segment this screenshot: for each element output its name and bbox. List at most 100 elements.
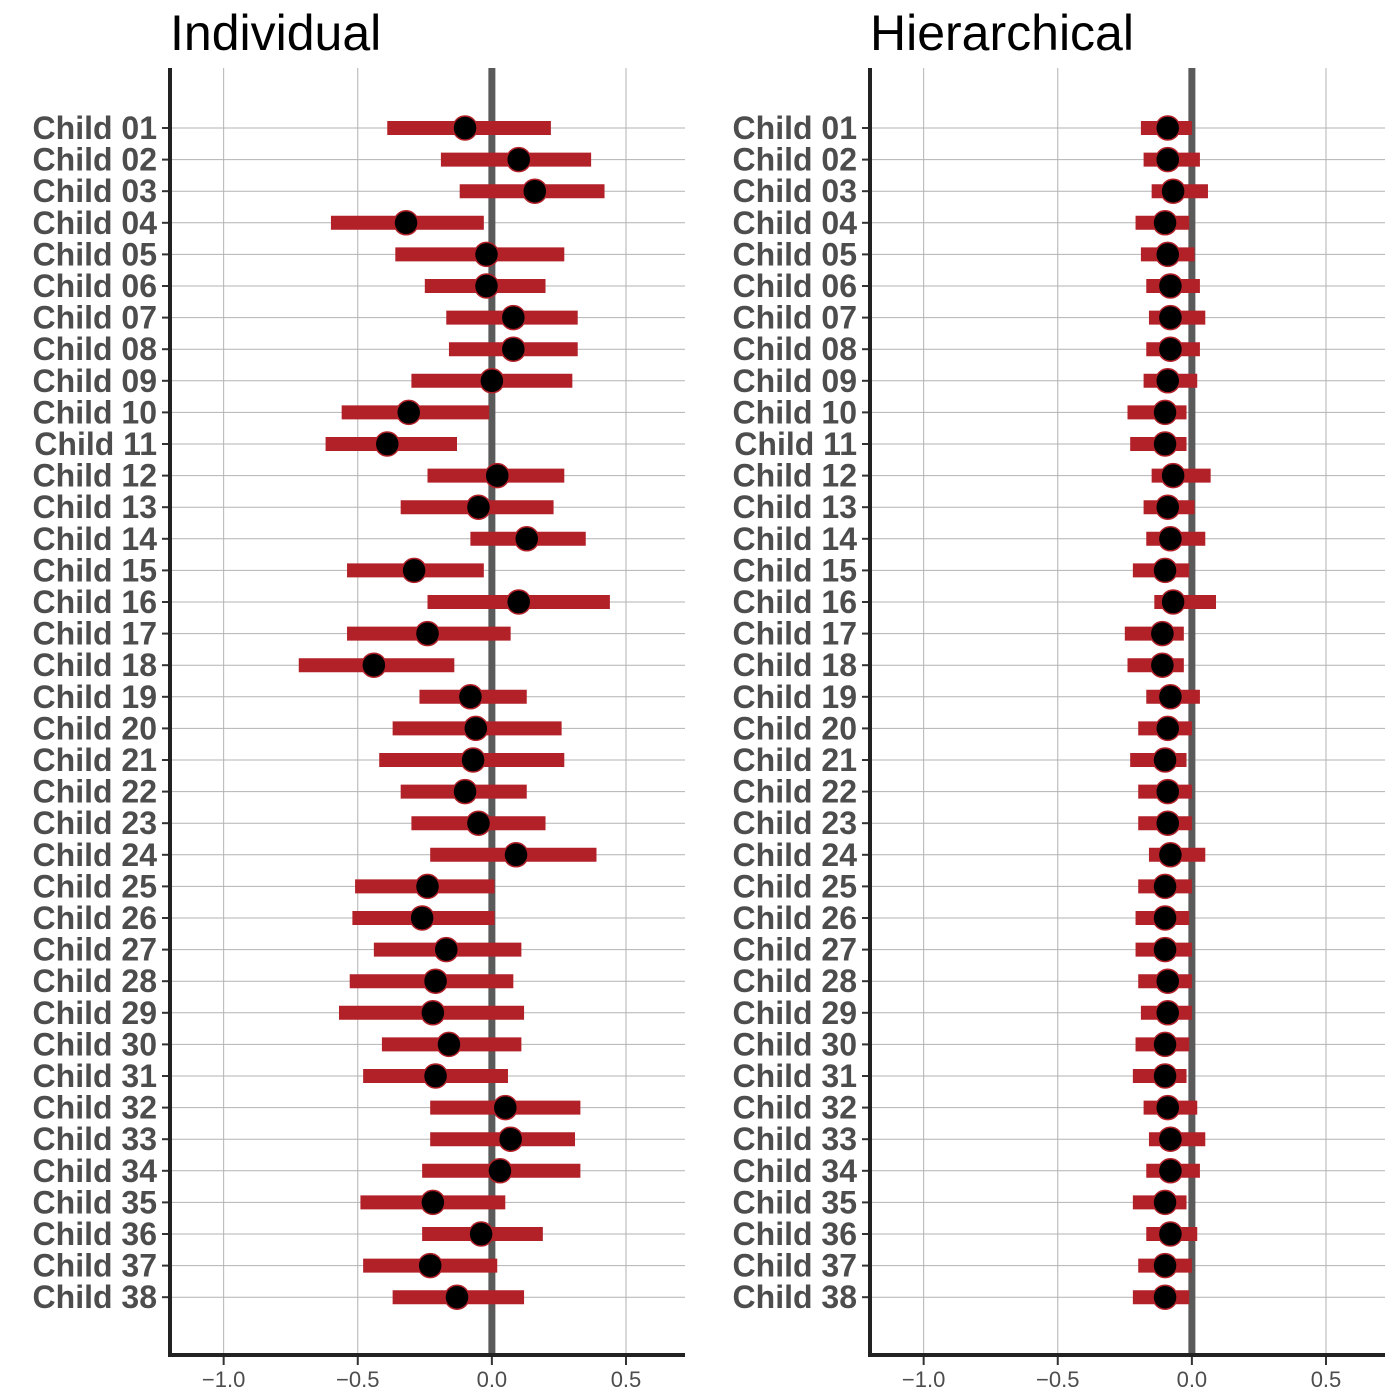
y-label-14: Child 14 <box>733 521 858 557</box>
y-label-20: Child 20 <box>733 710 857 746</box>
y-label-16: Child 16 <box>733 584 857 620</box>
gridlines-hierarchical <box>870 68 1385 1355</box>
point-hierarchical-17 <box>1149 620 1176 647</box>
y-label-33: Child 33 <box>33 1121 157 1157</box>
point-hierarchical-11 <box>1152 431 1178 457</box>
point-hierarchical-1 <box>1154 115 1181 141</box>
y-label-3: Child 03 <box>33 173 157 209</box>
point-individual-33 <box>497 1126 524 1152</box>
point-hierarchical-26 <box>1152 905 1178 931</box>
point-individual-15 <box>401 557 427 584</box>
point-hierarchical-4 <box>1152 210 1178 236</box>
point-individual-20 <box>463 715 489 742</box>
panel-title-individual: Individual <box>170 5 381 61</box>
y-label-36: Child 36 <box>33 1216 157 1252</box>
point-hierarchical-20 <box>1154 715 1181 742</box>
y-label-18: Child 18 <box>33 647 157 683</box>
y-label-37: Child 37 <box>733 1248 857 1284</box>
y-label-7: Child 07 <box>33 300 157 336</box>
point-individual-18 <box>361 652 387 678</box>
point-hierarchical-30 <box>1152 1031 1178 1058</box>
point-individual-16 <box>505 589 532 615</box>
point-individual-9 <box>479 368 505 394</box>
point-hierarchical-37 <box>1152 1252 1178 1279</box>
point-hierarchical-27 <box>1152 936 1178 963</box>
point-individual-35 <box>420 1189 446 1216</box>
point-hierarchical-7 <box>1157 304 1184 331</box>
y-label-31: Child 31 <box>33 1058 157 1094</box>
panel-title-hierarchical: Hierarchical <box>870 5 1134 61</box>
y-label-20: Child 20 <box>33 710 157 746</box>
y-label-2: Child 02 <box>733 142 857 178</box>
y-label-25: Child 25 <box>733 868 857 904</box>
point-hierarchical-36 <box>1157 1221 1184 1247</box>
y-label-11: Child 11 <box>34 426 157 462</box>
point-individual-29 <box>420 1000 446 1026</box>
point-hierarchical-35 <box>1152 1189 1178 1216</box>
point-individual-1 <box>452 115 478 141</box>
point-individual-37 <box>417 1252 443 1279</box>
y-label-4: Child 04 <box>733 205 858 241</box>
point-individual-8 <box>500 336 527 362</box>
points-hierarchical <box>1149 115 1186 1310</box>
y-label-1: Child 01 <box>33 110 157 146</box>
x-tick-label-1: −0.5 <box>336 1367 379 1392</box>
y-label-28: Child 28 <box>33 963 157 999</box>
point-hierarchical-31 <box>1152 1063 1178 1089</box>
y-label-31: Child 31 <box>733 1058 857 1094</box>
x-tick-label-2: 0.0 <box>1177 1367 1208 1392</box>
y-label-30: Child 30 <box>733 1026 857 1062</box>
x-ticks-hierarchical: −1.0 −0.5 0.0 0.5 <box>902 1357 1341 1392</box>
point-individual-14 <box>513 526 540 552</box>
point-hierarchical-33 <box>1157 1126 1184 1152</box>
point-individual-19 <box>457 684 484 710</box>
point-hierarchical-10 <box>1152 399 1178 426</box>
y-label-17: Child 17 <box>33 616 157 652</box>
point-hierarchical-28 <box>1154 968 1181 994</box>
y-label-33: Child 33 <box>733 1121 857 1157</box>
x-tick-label-0: −1.0 <box>902 1367 945 1392</box>
point-individual-27 <box>433 936 460 963</box>
point-individual-25 <box>414 873 441 900</box>
point-hierarchical-24 <box>1157 842 1184 868</box>
point-individual-13 <box>465 494 492 520</box>
y-label-32: Child 32 <box>33 1090 157 1126</box>
x-ticks-individual: −1.0 −0.5 0.0 0.5 <box>202 1357 641 1392</box>
y-label-1: Child 01 <box>733 110 857 146</box>
y-label-29: Child 29 <box>33 995 157 1031</box>
point-hierarchical-2 <box>1154 146 1181 173</box>
y-label-2: Child 02 <box>33 142 157 178</box>
y-label-18: Child 18 <box>733 647 857 683</box>
point-hierarchical-3 <box>1160 178 1186 204</box>
y-label-29: Child 29 <box>733 995 857 1031</box>
y-label-21: Child 21 <box>33 742 157 778</box>
x-tick-label-0: −1.0 <box>202 1367 245 1392</box>
y-label-32: Child 32 <box>733 1090 857 1126</box>
point-individual-17 <box>414 620 441 647</box>
point-hierarchical-32 <box>1154 1094 1181 1121</box>
x-tick-label-3: 0.5 <box>1311 1367 1342 1392</box>
y-label-6: Child 06 <box>733 268 857 304</box>
point-individual-26 <box>409 905 435 931</box>
y-label-13: Child 13 <box>733 489 857 525</box>
point-individual-12 <box>484 462 510 489</box>
y-label-4: Child 04 <box>33 205 158 241</box>
y-label-26: Child 26 <box>733 900 857 936</box>
point-individual-21 <box>460 747 486 773</box>
point-individual-34 <box>487 1158 513 1184</box>
y-label-12: Child 12 <box>733 458 857 494</box>
y-label-14: Child 14 <box>33 521 158 557</box>
y-label-21: Child 21 <box>733 742 857 778</box>
y-label-12: Child 12 <box>33 458 157 494</box>
point-hierarchical-38 <box>1152 1284 1178 1310</box>
point-hierarchical-18 <box>1149 652 1176 678</box>
x-tick-label-1: −0.5 <box>1036 1367 1079 1392</box>
point-hierarchical-15 <box>1152 557 1178 584</box>
point-individual-24 <box>503 842 529 868</box>
point-individual-36 <box>468 1221 494 1247</box>
